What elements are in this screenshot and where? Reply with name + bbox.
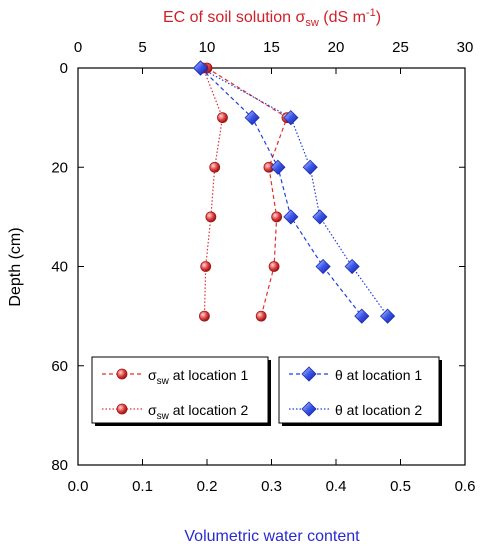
y-axis-tick-label: 80 [51,457,68,474]
series-4 [192,60,396,324]
legend-label: σsw at location 1 [148,367,248,387]
data-point [315,258,331,275]
legend-marker [116,368,128,380]
data-point [380,308,396,324]
top-axis-title-unit-open: (dS m [319,9,366,26]
plot-frame-layer: 0.0 0.1 0.2 0.3 0.4 0.5 0.6 0 5 10 15 20 25 30 0 20 40 60… [51,39,475,495]
data-point [302,159,318,175]
data-point [199,310,210,322]
legend-label-rest: at location 1 [169,367,249,383]
legend-label-symbol: σ [148,402,157,418]
series-1 [201,62,293,322]
legend-label-rest: at location 1 [343,367,423,383]
data-point [244,110,260,126]
bottom-axis-title: Volumetric water content [184,528,360,545]
y-axis-tick-label: 0 [60,60,68,77]
bottom-axis-tick-label: 0.5 [390,478,411,495]
legend-label: σsw at location 2 [148,402,248,422]
top-axis-title-symbol: σ [295,9,305,26]
legend-entry: σsw at location 2 [102,402,248,422]
y-axis-tick-label: 60 [51,358,68,375]
series-line [200,67,363,317]
top-axis-title-main: EC of soil solution [163,9,296,26]
y-axis-title: Depth (cm) [7,227,24,306]
legend-label: θ at location 1 [335,367,422,383]
data-point [255,310,267,322]
data-point [268,261,280,272]
data-point [283,209,299,225]
data-point [217,112,228,124]
top-axis-title-unit-close: ) [376,9,381,26]
legend-label-subscript: sw [157,376,170,387]
data-point [283,110,299,126]
legend-entry: θ at location 2 [289,401,422,418]
top-axis-tick-label: 25 [392,39,409,56]
legend-marker [116,403,128,415]
series-2 [197,62,228,322]
data-point [205,211,217,223]
bottom-axis-tick-label: 0.0 [68,478,89,495]
bottom-axis-tick-label: 0.6 [455,478,476,495]
data-point [312,209,328,225]
legend-theta: θ at location 1θ at location 2 [278,356,442,426]
series-layer [192,60,396,324]
top-axis-tick-label: 15 [263,39,280,56]
bottom-axis-tick-label: 0.4 [326,478,347,495]
series-line [206,67,288,317]
legend-label-symbol: θ [335,402,343,418]
data-point [271,211,283,223]
legend-label-subscript: sw [157,411,170,422]
data-point [192,60,209,76]
legend-label-rest: at location 2 [169,402,249,418]
legend-label-rest: at location 2 [343,402,423,418]
data-point [344,258,360,275]
top-axis-tick-label: 30 [457,39,474,56]
bottom-axis-tick-label: 0.2 [197,478,218,495]
top-axis-tick-label: 20 [328,39,345,56]
top-axis-tick-label: 5 [138,39,146,56]
top-axis-tick-label: 10 [199,39,216,56]
legend-entry: σsw at location 1 [102,367,248,387]
data-point [209,161,221,173]
top-axis-tick-label: 0 [74,39,82,56]
y-axis-tick-label: 20 [51,159,68,176]
bottom-axis-tick-label: 0.1 [132,478,153,495]
legend-label-symbol: θ [335,367,343,383]
legend-label-symbol: σ [148,367,157,383]
y-axis-tick-label: 40 [51,259,68,276]
data-point [354,308,370,324]
top-axis-title-subscript: sw [305,17,319,29]
data-point [270,159,286,175]
top-axis-title-unit-sup: -1 [366,7,376,19]
data-point [200,261,212,272]
legend-entry: θ at location 1 [289,366,422,383]
series-line [202,67,224,317]
top-axis-title: EC of soil solution σsw (dS m-1) [163,7,381,29]
series-line [200,67,389,317]
legend-label: θ at location 2 [335,402,422,418]
legend-marker [301,366,317,382]
series-3 [192,60,370,324]
bottom-axis-tick-label: 0.3 [261,478,282,495]
legend-marker [301,401,317,417]
